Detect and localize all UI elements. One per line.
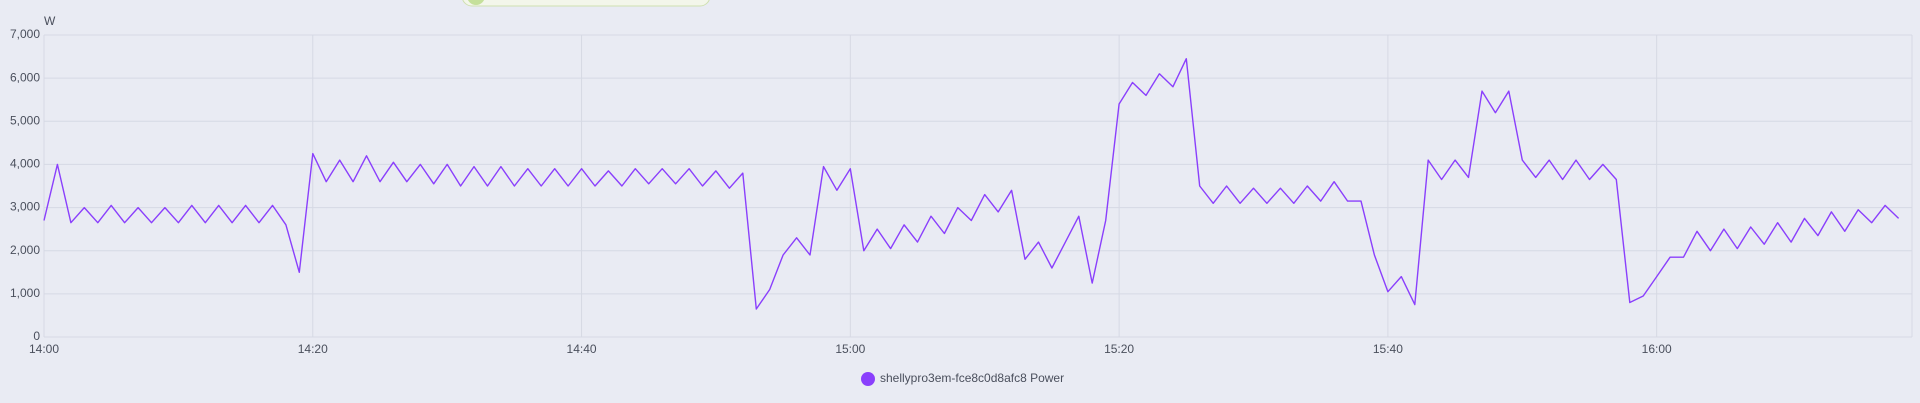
- x-tick-label: 16:00: [1642, 342, 1672, 356]
- y-tick-label: 2,000: [10, 243, 40, 257]
- filter-pill: [462, 0, 710, 7]
- y-tick-label: 1,000: [10, 286, 40, 300]
- y-axis-label: W: [44, 14, 56, 28]
- x-tick-label: 15:40: [1373, 342, 1403, 356]
- y-tick-label: 3,000: [10, 200, 40, 214]
- plot: [43, 58, 1900, 310]
- y-tick-label: 4,000: [10, 157, 40, 171]
- filter-pill-icon: [467, 0, 485, 5]
- y-tick-label: 0: [33, 329, 40, 343]
- x-tick-label: 15:00: [835, 342, 865, 356]
- x-tick-label: 14:00: [29, 342, 59, 356]
- data-line: [43, 58, 1900, 310]
- legend-marker: [861, 372, 875, 386]
- x-tick-label: 15:20: [1104, 342, 1134, 356]
- x-tick-label: 14:40: [567, 342, 597, 356]
- y-tick-label: 5,000: [10, 113, 40, 127]
- y-tick-label: 7,000: [10, 27, 40, 41]
- y-tick-label: 6,000: [10, 70, 40, 84]
- grid: [43, 34, 1913, 338]
- legend-label: shellypro3em-fce8c0d8afc8 Power: [880, 371, 1064, 385]
- x-tick-label: 14:20: [298, 342, 328, 356]
